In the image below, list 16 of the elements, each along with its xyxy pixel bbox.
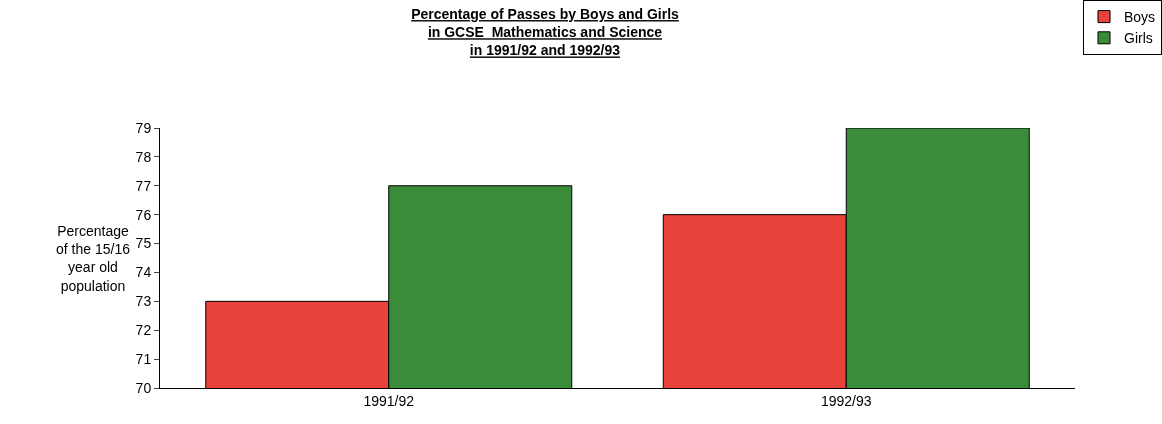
legend-label: Girls bbox=[1124, 30, 1153, 47]
y-tick-label: 74 bbox=[135, 264, 152, 281]
chart-title: Percentage of Passes by Boys and Girls in GCSE Mathematics and Science in 1991/92 and 1992/93 bbox=[411, 6, 680, 59]
y-tick-label: 72 bbox=[135, 322, 152, 339]
y-tick-label: 75 bbox=[135, 235, 152, 252]
x-tick-label: 1992/93 bbox=[820, 392, 872, 409]
y-tick-label: 79 bbox=[135, 119, 152, 136]
y-tick-label: 76 bbox=[135, 206, 152, 223]
y-tick-label: 71 bbox=[135, 351, 152, 368]
y-tick-label: 70 bbox=[135, 379, 152, 396]
y-tick-label: 78 bbox=[135, 148, 152, 165]
x-tick-label: 1991/92 bbox=[363, 392, 415, 409]
y-tick-label: 73 bbox=[135, 293, 152, 310]
legend-label: Boys bbox=[1124, 9, 1156, 26]
y-axis-title: Percentage of the 15/16 year old population bbox=[56, 223, 131, 294]
y-tick-label: 77 bbox=[135, 177, 152, 194]
